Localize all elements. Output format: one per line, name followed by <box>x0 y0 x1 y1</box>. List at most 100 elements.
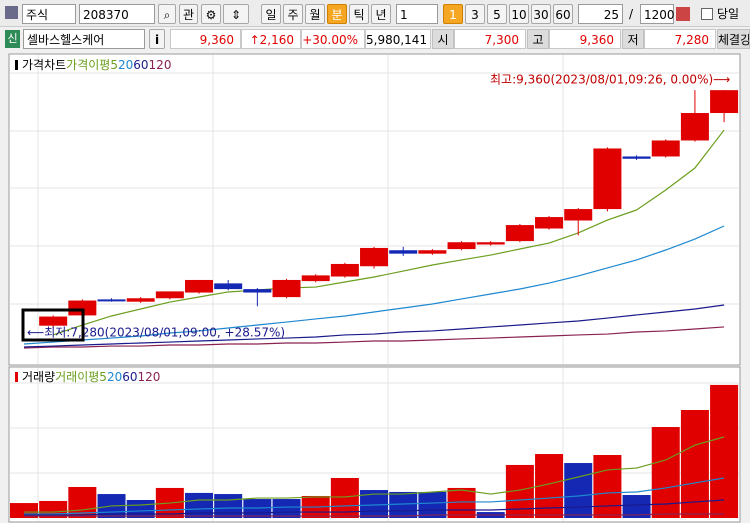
legend-entry: 120 <box>138 370 161 384</box>
candle-body <box>155 291 184 299</box>
candle-body <box>68 300 97 316</box>
toolbar-button[interactable]: 5 <box>487 4 507 24</box>
volume-bar <box>710 384 739 518</box>
volume-bar <box>214 494 243 518</box>
candle-body <box>593 148 622 210</box>
price: 9,360 <box>170 29 241 49</box>
candle-body <box>301 275 330 282</box>
toolbar-button[interactable]: 일 <box>261 4 281 24</box>
grid <box>10 55 739 521</box>
candle-body <box>360 247 389 267</box>
toolbar-button[interactable]: 분 <box>327 4 347 24</box>
candle-body <box>418 250 447 254</box>
volume-bar <box>126 500 155 518</box>
candle-body <box>126 298 155 302</box>
high-label: 고 <box>527 29 549 49</box>
interval-select[interactable]: 1 <box>396 4 438 24</box>
legend-entry: 5 <box>99 370 107 384</box>
legend-entry: 5 <box>110 58 118 72</box>
legend-ma-title: 거래이평 <box>55 370 99 384</box>
volume-bar <box>622 495 651 518</box>
low: 7,280 <box>644 29 716 49</box>
toolbar-button[interactable]: 30 <box>531 4 551 24</box>
step-button[interactable]: ⇕ <box>223 4 249 24</box>
candle-body <box>97 299 126 302</box>
candle-body <box>185 279 214 293</box>
moving-average <box>24 513 725 517</box>
candle-body <box>535 217 564 229</box>
watch-button[interactable]: 관 <box>179 4 198 24</box>
reset-icon[interactable] <box>676 7 690 21</box>
high-note: 최고:9,360(2023/08/01,09:26, 0.00%)⟶ <box>490 73 730 87</box>
toolbar-button[interactable]: 10 <box>509 4 529 24</box>
rate: +30.00% <box>301 29 365 49</box>
moving-average <box>52 129 725 336</box>
legend-ma-title: 가격이평 <box>66 58 110 72</box>
settings-button[interactable]: ⚙ <box>201 4 221 24</box>
today-label: 당일 <box>717 7 740 21</box>
toolbar-button[interactable]: 1 <box>443 4 463 24</box>
moving-average <box>23 326 725 349</box>
candle-body <box>39 316 68 326</box>
candle-body <box>330 263 359 277</box>
toolbar-button[interactable]: 월 <box>305 4 325 24</box>
legend: 거래량거래이평52060120 <box>22 370 160 384</box>
candle-body <box>651 140 680 157</box>
today-checkbox[interactable] <box>701 8 713 20</box>
volume-bar <box>272 499 301 518</box>
volume-bar <box>447 487 476 518</box>
candle-body <box>476 242 505 245</box>
moving-average <box>23 304 725 348</box>
legend-marker <box>15 372 18 382</box>
market-select[interactable]: 주식 <box>22 4 76 24</box>
moving-average <box>24 436 725 513</box>
toolbar-button[interactable]: 년 <box>371 4 391 24</box>
change: ↑2,160 <box>241 29 301 49</box>
moving-average <box>23 225 725 345</box>
open-label: 시 <box>432 29 454 49</box>
candle-body <box>243 289 272 293</box>
legend-entry: 60 <box>133 58 148 72</box>
low-note: ⟵최저:7,280(2023/08/01,09:00, +28.57%) <box>27 326 285 340</box>
low-label: 저 <box>622 29 644 49</box>
legend-entry: 20 <box>107 370 122 384</box>
legend-entry: 60 <box>122 370 137 384</box>
total-input[interactable]: 1200 <box>640 4 675 24</box>
menu-icon[interactable] <box>5 6 18 19</box>
volume-bar <box>564 463 593 518</box>
volume: 5,980,141 <box>365 29 431 49</box>
candle-body <box>710 90 739 114</box>
candle-body <box>389 250 418 254</box>
count-input[interactable]: 25 <box>578 4 623 24</box>
candle-body <box>447 242 476 250</box>
legend-marker <box>15 60 18 70</box>
legend-title: 가격차트 <box>22 58 66 72</box>
search-button[interactable]: ⌕ <box>158 4 176 24</box>
price-panel <box>8 53 741 366</box>
high: 9,360 <box>549 29 621 49</box>
selection-box <box>21 308 85 342</box>
legend-entry: 120 <box>149 58 172 72</box>
toolbar-button[interactable]: 60 <box>553 4 573 24</box>
open: 7,300 <box>454 29 526 49</box>
info-button[interactable]: i <box>149 29 165 49</box>
candle-body <box>680 113 709 141</box>
volume-bar <box>593 455 622 518</box>
legend: 가격차트가격이평52060120 <box>22 58 171 72</box>
toolbar-button[interactable]: 3 <box>465 4 485 24</box>
legend-entry: 20 <box>118 58 133 72</box>
volume-bar <box>185 492 214 518</box>
toolbar-button[interactable]: 주 <box>283 4 303 24</box>
candle-body <box>272 279 301 298</box>
toolbar-button[interactable]: 틱 <box>349 4 369 24</box>
code-input[interactable]: 208370 <box>79 4 155 24</box>
volume-bar <box>418 491 447 518</box>
separator: / <box>629 7 634 21</box>
moving-average <box>24 477 725 515</box>
badge: 신 <box>5 30 20 48</box>
moving-average <box>24 499 725 516</box>
volume-bar <box>680 410 709 518</box>
candle-body <box>505 225 534 242</box>
candle-body <box>564 209 593 221</box>
